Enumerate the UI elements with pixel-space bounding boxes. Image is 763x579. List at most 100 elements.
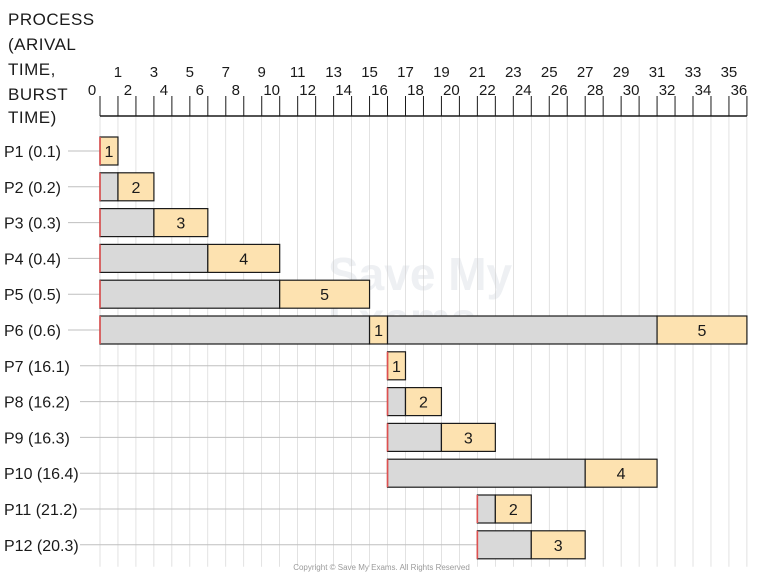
process-label: P4 (0.4) xyxy=(4,251,61,268)
header-line-time-close: TIME) xyxy=(8,108,57,127)
tick-label-odd: 33 xyxy=(685,64,702,81)
tick-label-odd: 35 xyxy=(721,64,738,81)
tick-label-odd: 31 xyxy=(649,64,666,81)
tick-label-odd: 13 xyxy=(325,64,342,81)
tick-label-even: 0 xyxy=(88,82,96,99)
wait-segment xyxy=(476,530,532,560)
process-label: P11 (21.2) xyxy=(4,502,78,519)
burst-label: 4 xyxy=(617,466,626,483)
tick-label-even: 4 xyxy=(160,82,168,99)
wait-segment xyxy=(386,422,443,452)
wait-segment xyxy=(386,458,586,488)
burst-label: 2 xyxy=(419,395,428,412)
process-row: P2 (0.2) 2 xyxy=(4,172,155,202)
tick-label-even: 32 xyxy=(659,82,676,99)
burst-segment xyxy=(656,315,748,345)
wait-segment xyxy=(476,494,496,524)
tick-label-even: 28 xyxy=(587,82,604,99)
tick-label-even: 10 xyxy=(263,82,280,99)
wait-segment xyxy=(99,172,119,202)
process-label: P10 (16.4) xyxy=(4,466,79,483)
process-label: P3 (0.3) xyxy=(4,216,61,233)
process-label: P2 (0.2) xyxy=(4,180,61,197)
tick-label-even: 36 xyxy=(731,82,748,99)
burst-label: 2 xyxy=(131,180,140,197)
tick-label-even: 26 xyxy=(551,82,568,99)
tick-label-even: 12 xyxy=(299,82,316,99)
process-row: P7 (16.1) 1 xyxy=(4,351,407,381)
burst-label: 3 xyxy=(554,538,563,555)
burst-label: 5 xyxy=(320,287,329,304)
process-row: P11 (21.2) 2 xyxy=(4,494,532,524)
burst-segment xyxy=(494,494,532,524)
tick-label-even: 20 xyxy=(443,82,460,99)
tick-label-odd: 27 xyxy=(577,64,594,81)
tick-label-even: 16 xyxy=(371,82,388,99)
copyright-notice: Copyright © Save My Exams. All Rights Re… xyxy=(293,563,470,572)
wait-segment xyxy=(99,243,209,273)
tick-label-odd: 17 xyxy=(397,64,414,81)
process-row: P9 (16.3) 3 xyxy=(4,422,496,452)
tick-label-even: 30 xyxy=(623,82,640,99)
wait-segment xyxy=(99,208,155,238)
burst-segment xyxy=(153,208,209,238)
tick-label-odd: 1 xyxy=(114,64,122,81)
wait-segment xyxy=(386,315,658,345)
burst-segment xyxy=(279,279,371,309)
process-row: P3 (0.3) 3 xyxy=(4,208,209,238)
burst-segment xyxy=(584,458,658,488)
wait-segment xyxy=(99,279,281,309)
tick-label-odd: 21 xyxy=(469,64,486,81)
header-line-arrival: (ARIVAL xyxy=(8,35,77,54)
tick-label-even: 14 xyxy=(335,82,352,99)
burst-segment xyxy=(207,243,281,273)
burst-label: 5 xyxy=(698,323,707,340)
burst-label: 4 xyxy=(239,251,248,268)
header-line-process: PROCESS xyxy=(8,10,95,29)
tick-label-odd: 11 xyxy=(290,64,306,81)
tick-label-even: 24 xyxy=(515,82,532,99)
burst-segment xyxy=(117,172,155,202)
tick-label-odd: 29 xyxy=(613,64,630,81)
tick-label-odd: 3 xyxy=(150,64,158,81)
burst-label: 1 xyxy=(374,323,383,340)
wait-segment xyxy=(99,315,371,345)
process-row: P8 (16.2) 2 xyxy=(4,387,443,417)
tick-label-odd: 19 xyxy=(433,64,450,81)
tick-label-odd: 25 xyxy=(541,64,558,81)
time-axis: 1 3 5 7 9 11 13 15 17 19 21 23 25 27 29 31 33 350 2 4 6 8 10 12… xyxy=(88,64,748,117)
burst-label: 3 xyxy=(464,430,473,447)
burst-label: 1 xyxy=(105,144,114,161)
process-row: P5 (0.5) 5 xyxy=(4,279,371,309)
burst-label: 2 xyxy=(509,502,518,519)
process-label: P9 (16.3) xyxy=(4,430,70,447)
tick-label-even: 18 xyxy=(407,82,424,99)
process-row: P12 (20.3) 3 xyxy=(4,530,586,560)
process-rows: P1 (0.1) 1 P2 (0.2) 2 P3 (0.3) 3 P4 (0.4) 4 P5 (… xyxy=(4,136,748,560)
process-label: P5 (0.5) xyxy=(4,287,61,304)
burst-segment xyxy=(404,387,443,417)
process-label: P8 (16.2) xyxy=(4,395,70,412)
process-label: P12 (20.3) xyxy=(4,538,79,555)
burst-label: 3 xyxy=(176,216,185,233)
burst-segment xyxy=(530,530,586,560)
process-row: P1 (0.1) 1 xyxy=(4,136,119,166)
process-row: P4 (0.4) 4 xyxy=(4,243,281,273)
tick-label-even: 22 xyxy=(479,82,496,99)
tick-label-odd: 5 xyxy=(186,64,194,81)
tick-label-odd: 15 xyxy=(361,64,378,81)
burst-segment xyxy=(440,422,496,452)
process-row: P10 (16.4) 4 xyxy=(4,458,658,488)
header-line-time: TIME, xyxy=(8,60,56,79)
wait-segment xyxy=(386,387,407,417)
burst-label: 1 xyxy=(392,359,401,376)
process-label: P7 (16.1) xyxy=(4,359,70,376)
tick-label-even: 2 xyxy=(124,82,132,99)
tick-label-odd: 23 xyxy=(505,64,522,81)
tick-label-odd: 7 xyxy=(222,64,230,81)
tick-label-even: 34 xyxy=(695,82,712,99)
tick-label-odd: 9 xyxy=(258,64,266,81)
process-label: P6 (0.6) xyxy=(4,323,61,340)
